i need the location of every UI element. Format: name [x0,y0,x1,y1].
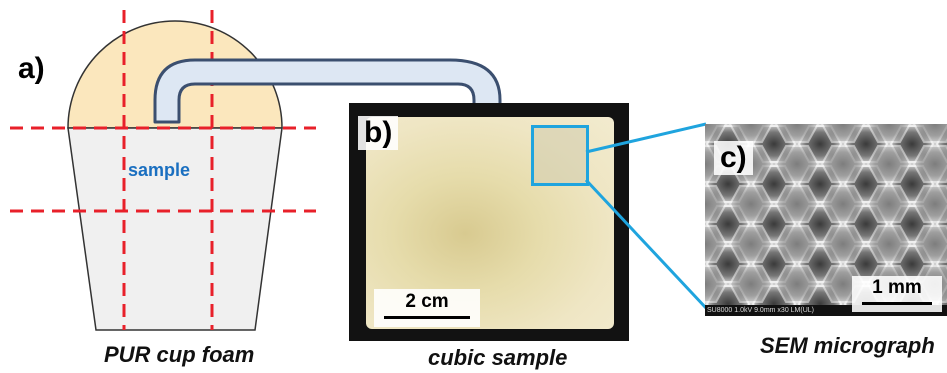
scale-bar-b: 2 cm [374,289,480,327]
scale-label-c: 1 mm [872,277,922,298]
magnified-region-box [531,125,589,186]
scale-bar-c: 1 mm [852,276,942,312]
scale-line-c [862,302,932,305]
scale-label-b: 2 cm [405,291,449,312]
cup-foam-diagram [10,10,316,331]
sem-info-bar: SU8000 1.0kV 9.0mm x30 LM(UL) [705,305,947,316]
caption-b: cubic sample [428,345,568,370]
panel-c-label: c) [714,141,753,175]
scale-line-b [384,316,470,319]
panel-a-label: a) [18,52,45,85]
sample-label: sample [128,160,191,180]
panel-b-label: b) [358,116,399,150]
caption-a: PUR cup foam [104,342,255,367]
caption-c: SEM micrograph [760,333,935,358]
